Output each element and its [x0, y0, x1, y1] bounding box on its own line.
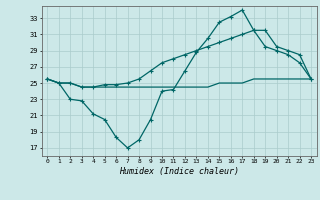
X-axis label: Humidex (Indice chaleur): Humidex (Indice chaleur) [119, 167, 239, 176]
